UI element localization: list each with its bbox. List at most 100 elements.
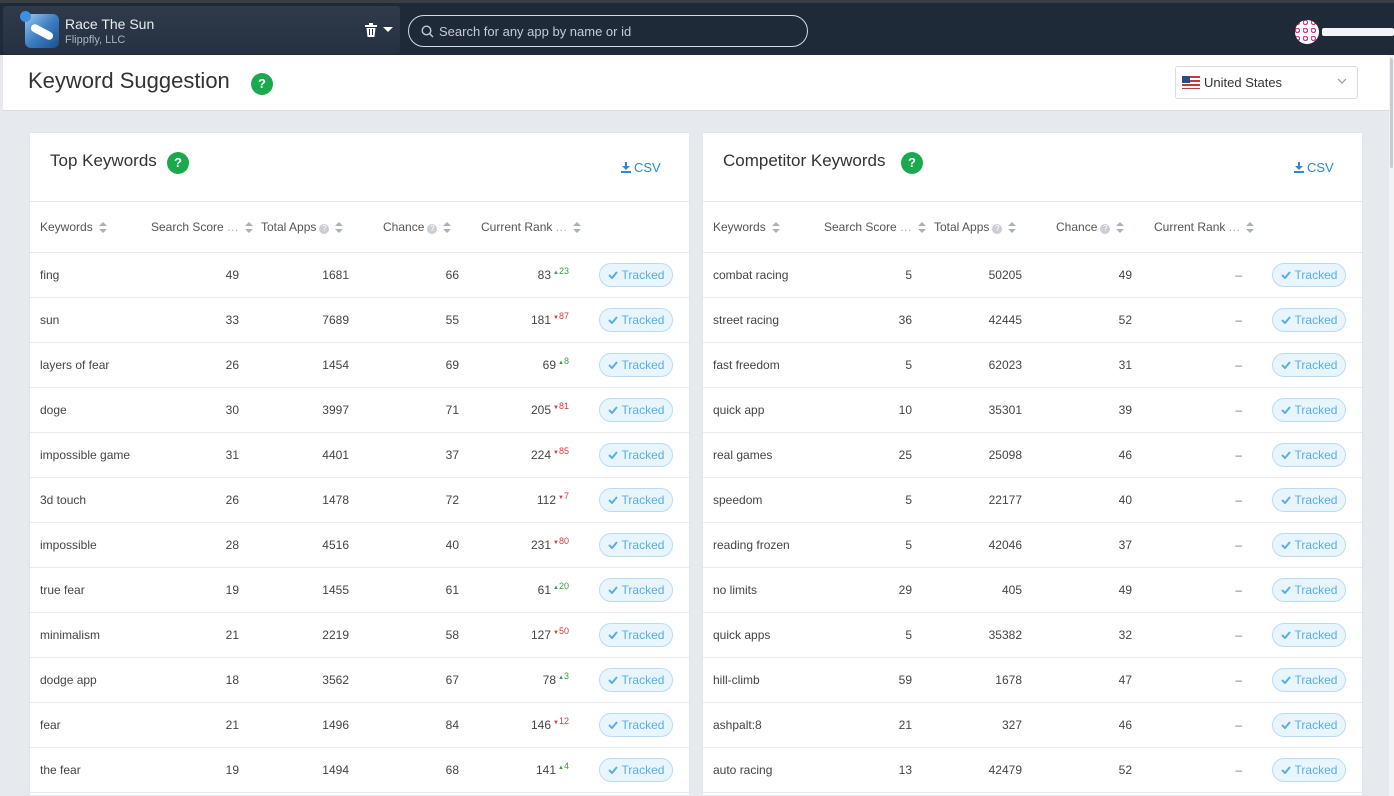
page-scrollbar[interactable] bbox=[1389, 55, 1394, 796]
tracked-button[interactable]: Tracked bbox=[599, 263, 673, 287]
chance-cell: 31 bbox=[1118, 358, 1132, 372]
tracked-button[interactable]: Tracked bbox=[1272, 263, 1346, 287]
col-keywords-header[interactable]: Keywords bbox=[40, 220, 107, 234]
tracked-button[interactable]: Tracked bbox=[1272, 308, 1346, 332]
rank-delta: ▲4 bbox=[558, 761, 569, 771]
tracked-label: Tracked bbox=[1294, 403, 1338, 417]
user-name-redacted[interactable] bbox=[1322, 28, 1394, 36]
tracked-button[interactable]: Tracked bbox=[1272, 443, 1346, 467]
help-icon[interactable]: ? bbox=[901, 152, 923, 174]
scrollbar-thumb[interactable] bbox=[1390, 58, 1393, 168]
info-icon[interactable]: ? bbox=[427, 224, 438, 234]
check-icon bbox=[607, 766, 618, 774]
tracked-button[interactable]: Tracked bbox=[1272, 533, 1346, 557]
rank-value: 224 bbox=[531, 448, 552, 462]
col-chance-header[interactable]: Chance? bbox=[1056, 220, 1125, 234]
rank-value: – bbox=[1235, 583, 1242, 597]
caret-down-icon[interactable] bbox=[383, 27, 393, 32]
sort-icon[interactable] bbox=[1008, 222, 1017, 233]
tracked-button[interactable]: Tracked bbox=[599, 533, 673, 557]
sort-icon[interactable] bbox=[771, 222, 780, 233]
rank-value: – bbox=[1235, 673, 1242, 687]
total-apps-cell: 50205 bbox=[988, 268, 1022, 282]
competitor-keywords-panel: Competitor Keywords ? CSV Keywords Search… bbox=[702, 132, 1363, 796]
arrow-up-icon: ▲ bbox=[558, 765, 564, 771]
sort-icon[interactable] bbox=[1246, 222, 1255, 233]
arrow-up-icon: ▲ bbox=[558, 360, 564, 366]
tracked-button[interactable]: Tracked bbox=[599, 308, 673, 332]
info-icon[interactable]: ? bbox=[1100, 224, 1111, 234]
trash-icon[interactable] bbox=[365, 23, 377, 37]
rank-delta-value: 20 bbox=[558, 581, 569, 591]
tracked-button[interactable]: Tracked bbox=[1272, 398, 1346, 422]
tracked-button[interactable]: Tracked bbox=[599, 713, 673, 737]
col-total-apps-header[interactable]: Total Apps? bbox=[934, 220, 1017, 234]
app-switcher[interactable]: Race The Sun Flippfly, LLC bbox=[3, 6, 400, 54]
rank-delta: ▼85 bbox=[553, 446, 569, 456]
app-name: Race The Sun bbox=[65, 16, 155, 32]
tracked-button[interactable]: Tracked bbox=[599, 758, 673, 782]
total-apps-cell: 4401 bbox=[322, 448, 349, 462]
current-rank-cell: 141 ▲4 bbox=[536, 761, 569, 777]
tracked-button[interactable]: Tracked bbox=[599, 443, 673, 467]
tracked-button[interactable]: Tracked bbox=[1272, 488, 1346, 512]
sort-icon[interactable] bbox=[1116, 222, 1125, 233]
tracked-button[interactable]: Tracked bbox=[599, 488, 673, 512]
csv-download-button[interactable]: CSV bbox=[621, 160, 661, 175]
check-icon bbox=[1280, 271, 1291, 279]
tracked-button[interactable]: Tracked bbox=[1272, 578, 1346, 602]
sort-icon[interactable] bbox=[244, 222, 253, 233]
tracked-label: Tracked bbox=[621, 448, 665, 462]
rank-value: – bbox=[1235, 358, 1242, 372]
current-rank-cell: – bbox=[1235, 448, 1242, 462]
tracked-button[interactable]: Tracked bbox=[1272, 623, 1346, 647]
info-icon[interactable]: ? bbox=[992, 224, 1003, 234]
csv-download-button[interactable]: CSV bbox=[1294, 160, 1334, 175]
page-header: Keyword Suggestion ? United States bbox=[3, 55, 1389, 111]
search-score-cell: 13 bbox=[898, 763, 912, 777]
total-apps-cell: 327 bbox=[1001, 718, 1022, 732]
col-search-score-header[interactable]: Search Score… bbox=[824, 220, 926, 234]
table-row: fast freedom 5 62023 31 – Tracked bbox=[703, 343, 1362, 388]
sort-icon[interactable] bbox=[573, 222, 582, 233]
col-current-rank-header[interactable]: Current Rank… bbox=[481, 220, 582, 234]
keyword-cell: fear bbox=[40, 718, 61, 732]
app-search-box[interactable] bbox=[408, 15, 808, 47]
search-input[interactable] bbox=[439, 21, 799, 41]
rank-delta-value: 87 bbox=[558, 311, 569, 321]
col-keywords-header[interactable]: Keywords bbox=[713, 220, 780, 234]
tracked-button[interactable]: Tracked bbox=[1272, 353, 1346, 377]
col-search-score-header[interactable]: Search Score… bbox=[151, 220, 253, 234]
csv-label: CSV bbox=[634, 160, 661, 175]
rank-delta: ▼50 bbox=[553, 626, 569, 636]
tracked-button[interactable]: Tracked bbox=[599, 353, 673, 377]
sort-icon[interactable] bbox=[98, 222, 107, 233]
tracked-button[interactable]: Tracked bbox=[599, 578, 673, 602]
column-label: Current Rank bbox=[481, 220, 553, 234]
chance-cell: 52 bbox=[1118, 313, 1132, 327]
table-row: quick apps 5 35382 32 – Tracked bbox=[703, 613, 1362, 658]
col-chance-header[interactable]: Chance? bbox=[383, 220, 452, 234]
search-score-cell: 18 bbox=[225, 673, 239, 687]
tracked-button[interactable]: Tracked bbox=[599, 398, 673, 422]
col-total-apps-header[interactable]: Total Apps? bbox=[261, 220, 344, 234]
sort-icon[interactable] bbox=[917, 222, 926, 233]
info-icon[interactable]: ? bbox=[319, 224, 330, 234]
sort-icon[interactable] bbox=[335, 222, 344, 233]
avatar[interactable] bbox=[1295, 20, 1319, 44]
rank-delta-value: 50 bbox=[558, 626, 569, 636]
help-icon[interactable]: ? bbox=[167, 152, 189, 174]
current-rank-cell: – bbox=[1235, 583, 1242, 597]
total-apps-cell: 1681 bbox=[322, 268, 349, 282]
current-rank-cell: 127 ▼50 bbox=[531, 626, 569, 642]
col-current-rank-header[interactable]: Current Rank… bbox=[1154, 220, 1255, 234]
tracked-button[interactable]: Tracked bbox=[599, 668, 673, 692]
tracked-button[interactable]: Tracked bbox=[599, 623, 673, 647]
help-icon[interactable]: ? bbox=[251, 73, 273, 95]
tracked-button[interactable]: Tracked bbox=[1272, 668, 1346, 692]
sort-icon[interactable] bbox=[443, 222, 452, 233]
country-select[interactable]: United States bbox=[1175, 66, 1358, 99]
tracked-button[interactable]: Tracked bbox=[1272, 758, 1346, 782]
tracked-button[interactable]: Tracked bbox=[1272, 713, 1346, 737]
check-icon bbox=[607, 271, 618, 279]
